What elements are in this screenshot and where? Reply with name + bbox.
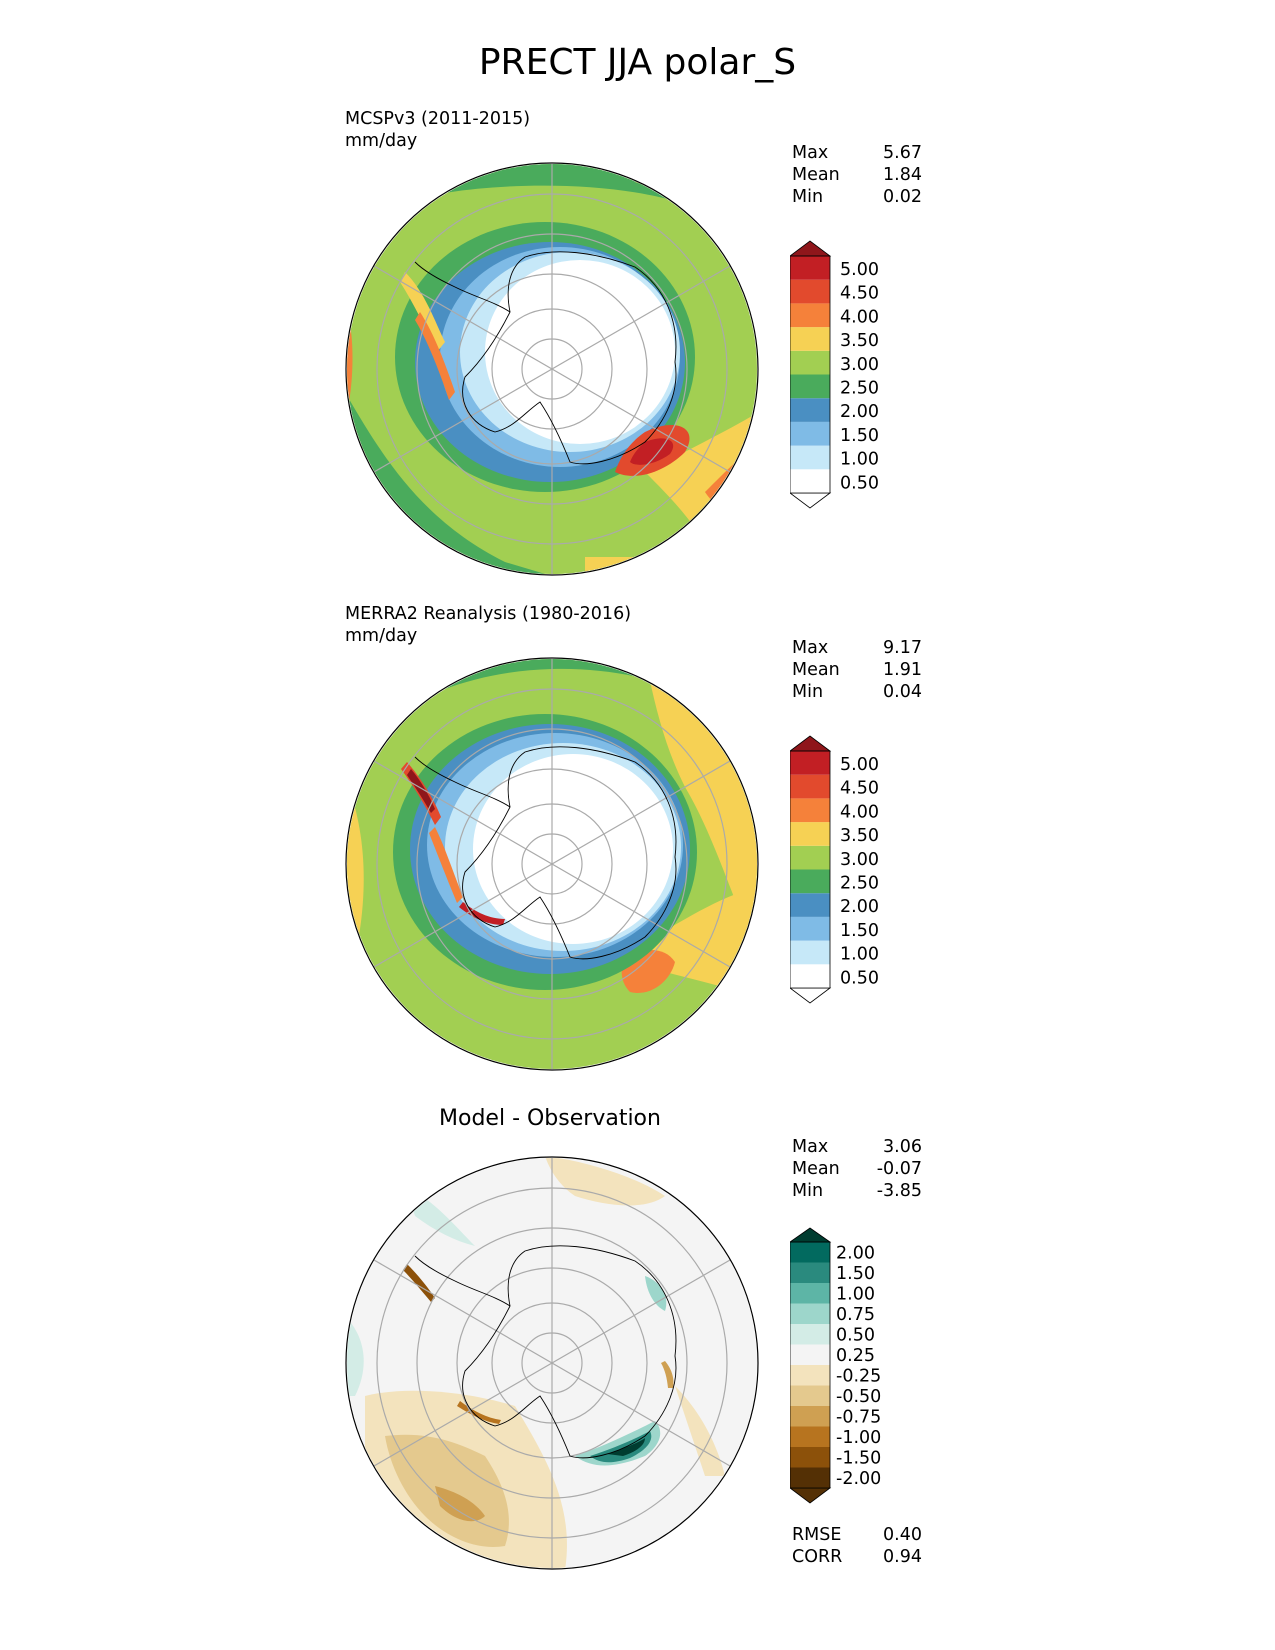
panel-model: MCSPv3 (2011-2015) mm/day Max 5.67 Mean 1.… bbox=[0, 108, 1275, 608]
tick-label: 1.50 bbox=[840, 921, 879, 941]
stat-row: Min 0.04 bbox=[792, 681, 922, 703]
metric-label: RMSE bbox=[792, 1525, 842, 1545]
colorbar: 5.00 4.50 4.00 3.50 3.00 2.50 2.00 1.50 … bbox=[788, 223, 910, 537]
stat-label: Mean bbox=[792, 165, 840, 185]
tick-label: 3.50 bbox=[840, 331, 879, 351]
stat-value: -3.85 bbox=[876, 1181, 922, 1201]
stat-row: Mean -0.07 bbox=[792, 1158, 922, 1180]
tick-label: 4.00 bbox=[840, 307, 879, 327]
stat-row: Max 9.17 bbox=[792, 637, 922, 659]
tick-label: 3.00 bbox=[840, 850, 879, 870]
stat-row: Mean 1.84 bbox=[792, 164, 922, 186]
panel-obs: MERRA2 Reanalysis (1980-2016) mm/day Max… bbox=[0, 603, 1275, 1103]
tick-label: 0.50 bbox=[840, 473, 879, 493]
metric-row: RMSE 0.40 bbox=[792, 1524, 922, 1546]
stat-row: Max 3.06 bbox=[792, 1136, 922, 1158]
stat-value: 0.04 bbox=[883, 682, 922, 702]
tick-label: 0.75 bbox=[836, 1305, 875, 1325]
tick-label: -2.00 bbox=[836, 1469, 881, 1489]
tick-label: -0.75 bbox=[836, 1408, 881, 1428]
tick-label: 4.50 bbox=[840, 284, 879, 304]
tick-label: 1.00 bbox=[840, 450, 879, 470]
panel-units: mm/day bbox=[345, 626, 418, 646]
tick-label: 3.50 bbox=[840, 826, 879, 846]
metric-value: 0.94 bbox=[883, 1547, 922, 1567]
colorbar: 5.00 4.50 4.00 3.50 3.00 2.50 2.00 1.50 … bbox=[788, 718, 910, 1032]
metric-row: CORR 0.94 bbox=[792, 1546, 922, 1568]
tick-label: -1.00 bbox=[836, 1428, 881, 1448]
stat-value: 0.02 bbox=[883, 187, 922, 207]
tick-label: 4.50 bbox=[840, 779, 879, 799]
stat-value: 1.91 bbox=[883, 660, 922, 680]
stat-row: Mean 1.91 bbox=[792, 659, 922, 681]
tick-label: 2.50 bbox=[840, 379, 879, 399]
polar-map-svg bbox=[345, 657, 759, 1071]
tick-label: 0.50 bbox=[836, 1326, 875, 1346]
tick-label: -1.50 bbox=[836, 1449, 881, 1469]
colorbar: 2.00 1.50 1.00 0.75 0.50 0.25 -0.25 -0.5… bbox=[788, 1216, 910, 1530]
colorbar-svg: 2.00 1.50 1.00 0.75 0.50 0.25 -0.25 -0.5… bbox=[788, 1227, 881, 1504]
panel-title: MERRA2 Reanalysis (1980-2016) mm/day bbox=[345, 603, 631, 647]
colorbar-svg: 5.00 4.50 4.00 3.50 3.00 2.50 2.00 1.50 … bbox=[788, 735, 879, 1004]
metric-label: CORR bbox=[792, 1547, 843, 1567]
polar-map-svg bbox=[345, 1156, 759, 1570]
polar-map-svg bbox=[345, 162, 759, 576]
tick-label: 2.00 bbox=[836, 1244, 875, 1264]
panel-title-line1: MCSPv3 (2011-2015) bbox=[345, 109, 531, 129]
stat-row: Min 0.02 bbox=[792, 186, 922, 208]
tick-label: -0.50 bbox=[836, 1387, 881, 1407]
stat-label: Max bbox=[792, 1137, 829, 1157]
polar-map bbox=[345, 657, 759, 1071]
stats-box: Max 9.17 Mean 1.91 Min 0.04 bbox=[792, 637, 922, 703]
stat-label: Mean bbox=[792, 660, 840, 680]
panel-units: mm/day bbox=[345, 131, 418, 151]
stats-box: Max 3.06 Mean -0.07 Min -3.85 bbox=[792, 1136, 922, 1202]
tick-label: 5.00 bbox=[840, 755, 879, 775]
figure-title: PRECT JJA polar_S bbox=[478, 42, 797, 83]
stat-label: Max bbox=[792, 143, 829, 163]
tick-label: 2.50 bbox=[840, 874, 879, 894]
tick-label: 4.00 bbox=[840, 802, 879, 822]
stat-value: -0.07 bbox=[876, 1159, 922, 1179]
stat-value: 9.17 bbox=[883, 638, 922, 658]
stat-label: Min bbox=[792, 682, 824, 702]
tick-label: 2.00 bbox=[840, 402, 879, 422]
stat-row: Min -3.85 bbox=[792, 1180, 922, 1202]
stat-value: 5.67 bbox=[883, 143, 922, 163]
tick-label: -0.25 bbox=[836, 1367, 881, 1387]
stat-row: Max 5.67 bbox=[792, 142, 922, 164]
tick-label: 1.50 bbox=[840, 426, 879, 446]
stat-label: Mean bbox=[792, 1159, 840, 1179]
tick-label: 5.00 bbox=[840, 260, 879, 280]
colorbar-svg: 5.00 4.50 4.00 3.50 3.00 2.50 2.00 1.50 … bbox=[788, 240, 879, 509]
stats-box: Max 5.67 Mean 1.84 Min 0.02 bbox=[792, 142, 922, 208]
stat-label: Min bbox=[792, 187, 824, 207]
metric-value: 0.40 bbox=[883, 1525, 922, 1545]
stat-value: 3.06 bbox=[883, 1137, 922, 1157]
panel-title: MCSPv3 (2011-2015) mm/day bbox=[345, 108, 530, 152]
tick-label: 1.50 bbox=[836, 1264, 875, 1284]
tick-label: 2.00 bbox=[840, 897, 879, 917]
tick-label: 1.00 bbox=[840, 945, 879, 965]
stat-label: Max bbox=[792, 638, 829, 658]
diff-panel-title: Model - Observation bbox=[439, 1106, 661, 1131]
tick-label: 3.00 bbox=[840, 355, 879, 375]
tick-label: 0.25 bbox=[836, 1346, 875, 1366]
stat-value: 1.84 bbox=[883, 165, 922, 185]
stat-label: Min bbox=[792, 1181, 824, 1201]
metrics-box: RMSE 0.40 CORR 0.94 bbox=[792, 1524, 922, 1568]
tick-label: 1.00 bbox=[836, 1285, 875, 1305]
polar-map bbox=[345, 1156, 759, 1570]
tick-label: 0.50 bbox=[840, 968, 879, 988]
panel-diff: Model - Observation Max 3.06 Mean -0.07 Mi… bbox=[0, 1098, 1275, 1598]
panel-title-line1: MERRA2 Reanalysis (1980-2016) bbox=[345, 604, 632, 624]
polar-map bbox=[345, 162, 759, 576]
